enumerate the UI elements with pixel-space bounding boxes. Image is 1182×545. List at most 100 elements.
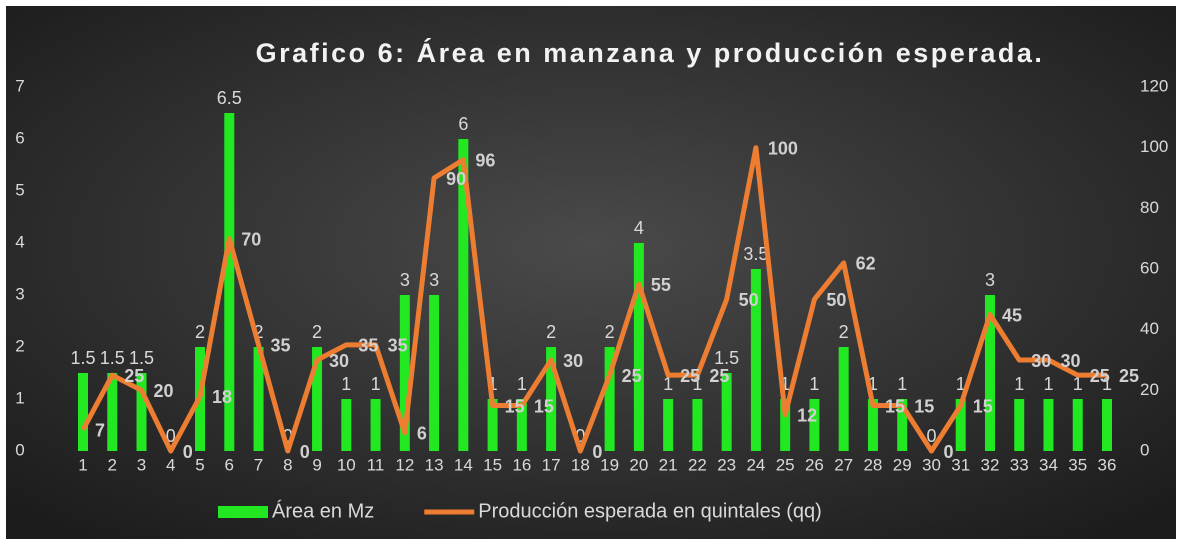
- bar: [224, 113, 235, 451]
- line-value-label: 15: [973, 396, 993, 416]
- bar-value-label: 1.5: [100, 348, 125, 368]
- line-value-label: 50: [826, 290, 846, 310]
- line-value-label: 0: [943, 442, 953, 462]
- x-tick-label: 10: [337, 455, 356, 474]
- x-tick-label: 9: [312, 455, 321, 474]
- x-tick-label: 1: [78, 455, 87, 474]
- bar: [458, 139, 469, 451]
- bar-value-label: 0: [926, 426, 936, 446]
- line-value-label: 20: [154, 381, 174, 401]
- x-tick-label: 11: [367, 455, 385, 474]
- bar-value-label: 2: [546, 322, 556, 342]
- bar-value-label: 0: [283, 426, 293, 446]
- bar: [78, 373, 88, 451]
- y-tick-label: 7: [15, 76, 24, 95]
- x-tick-label: 5: [195, 455, 204, 474]
- bar-value-label: 1: [517, 374, 527, 394]
- bar: [429, 295, 440, 451]
- bar-value-label: 2: [195, 322, 205, 342]
- y-tick-label: 4: [15, 232, 24, 251]
- line-value-label: 35: [388, 336, 408, 356]
- x-tick-label: 36: [1098, 455, 1117, 474]
- bar-value-label: 3: [985, 270, 995, 290]
- bar-value-label: 3: [429, 270, 439, 290]
- bar: [955, 399, 966, 451]
- bar-value-label: 6.5: [217, 88, 242, 108]
- bar-value-label: 1.5: [70, 348, 95, 368]
- line-value-label: 0: [183, 442, 193, 462]
- x-tick-label: 34: [1039, 455, 1058, 474]
- y-tick-label: 1: [15, 388, 24, 407]
- line-series: [80, 145, 1107, 454]
- x-tick-label: 35: [1068, 455, 1087, 474]
- bar-value-label: 1: [692, 374, 702, 394]
- bar-value-label: 3: [400, 270, 410, 290]
- x-tick-label: 12: [395, 455, 414, 474]
- line-value-label: 6: [417, 424, 427, 444]
- line-value-label: 25: [1119, 366, 1139, 386]
- line-value-label: 35: [358, 336, 378, 356]
- bar-value-label: 0: [166, 426, 176, 446]
- bar: [546, 347, 557, 451]
- line-value-label: 15: [505, 396, 525, 416]
- line-value-label: 96: [475, 151, 495, 171]
- line-value-label: 7: [95, 421, 105, 441]
- bar-value-label: 1: [868, 374, 878, 394]
- y-tick-label: 2: [15, 336, 24, 355]
- bar: [487, 399, 498, 451]
- legend-swatch: [218, 506, 268, 518]
- x-tick-label: 29: [893, 455, 912, 474]
- line-value-label: 25: [709, 366, 729, 386]
- bar: [1072, 399, 1083, 451]
- line-value-label: 55: [651, 275, 671, 295]
- line-value-label: 25: [680, 366, 700, 386]
- bar-value-label: 1: [956, 374, 966, 394]
- bar: [136, 373, 147, 451]
- x-tick-label: 15: [483, 455, 502, 474]
- x-tick-label: 14: [454, 455, 473, 474]
- bar-value-label: 1: [780, 374, 790, 394]
- x-tick-label: 17: [542, 455, 561, 474]
- bar-value-label: 1: [371, 374, 381, 394]
- x-tick-label: 18: [571, 455, 590, 474]
- bar: [516, 399, 527, 451]
- bar: [780, 399, 791, 451]
- x-tick-label: 20: [629, 455, 648, 474]
- x-tick-label: 3: [137, 455, 146, 474]
- x-tick-label: 6: [225, 455, 234, 474]
- line-value-label: 100: [768, 138, 798, 158]
- x-tick-label: 19: [600, 455, 619, 474]
- legend-label: Producción esperada en quintales (qq): [478, 500, 822, 522]
- y-tick-label: 0: [15, 440, 24, 459]
- bar: [633, 243, 644, 451]
- line-value-label: 50: [739, 290, 759, 310]
- bar: [750, 269, 761, 451]
- x-tick-label: 28: [863, 455, 882, 474]
- y2-tick-label: 40: [1140, 319, 1159, 338]
- y-tick-label: 5: [15, 180, 24, 199]
- bar-value-label: 4: [634, 218, 644, 238]
- x-tick-label: 33: [1010, 455, 1029, 474]
- x-tick-label: 4: [166, 455, 175, 474]
- line-value-label: 18: [212, 387, 232, 407]
- bar: [984, 295, 995, 451]
- line-value-label: 30: [329, 351, 349, 371]
- bar-value-label: 1: [663, 374, 673, 394]
- x-tick-label: 16: [512, 455, 531, 474]
- x-tick-label: 7: [254, 455, 263, 474]
- x-tick-label: 26: [805, 455, 824, 474]
- bar: [604, 347, 615, 451]
- bar-value-label: 1: [1014, 374, 1024, 394]
- bar-value-label: 1.5: [714, 348, 739, 368]
- line-value-label: 15: [885, 396, 905, 416]
- bar: [107, 373, 118, 451]
- bar-value-label: 1: [809, 374, 819, 394]
- x-tick-label: 31: [951, 455, 970, 474]
- bar: [253, 347, 264, 451]
- bar: [838, 347, 849, 451]
- bar-value-label: 1: [341, 374, 351, 394]
- bar-value-label: 0: [575, 426, 585, 446]
- chart-background: [6, 6, 1176, 539]
- bar: [1043, 399, 1054, 451]
